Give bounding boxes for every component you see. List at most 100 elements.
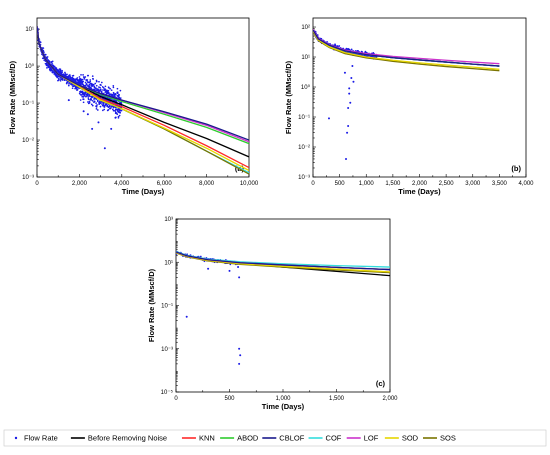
flow-rate-point xyxy=(102,89,104,91)
flow-rate-outlier xyxy=(349,101,352,104)
flow-rate-point xyxy=(98,80,100,83)
y-tick-label: 10⁰ xyxy=(25,63,35,70)
flow-rate-point xyxy=(85,93,88,95)
flow-rate-point xyxy=(347,47,350,50)
x-tick-label: 3,500 xyxy=(492,181,508,187)
legend-item-cof: COF xyxy=(308,434,342,443)
legend-item-before-removing-noise: Before Removing Noise xyxy=(70,434,167,443)
flow-rate-point xyxy=(104,85,107,88)
x-tick-label: 0 xyxy=(174,396,178,402)
y-tick-label: 10⁻¹ xyxy=(161,304,173,310)
flow-rate-point xyxy=(96,88,98,90)
x-tick-label: 1,000 xyxy=(275,396,291,402)
flow-rate-point xyxy=(96,109,99,111)
series-line-cblof xyxy=(37,26,249,141)
flow-rate-point xyxy=(112,91,115,94)
x-tick-label: 0 xyxy=(35,181,39,187)
flow-rate-point xyxy=(71,87,74,90)
flow-rate-point xyxy=(87,102,90,105)
flow-rate-point xyxy=(47,66,50,69)
flow-rate-outlier xyxy=(343,71,346,74)
flow-rate-point xyxy=(87,86,90,88)
flow-rate-point xyxy=(82,74,84,76)
x-tick-label: 2,000 xyxy=(412,181,428,187)
flow-rate-point xyxy=(99,86,101,89)
panel-label: (c) xyxy=(376,379,386,388)
flow-rate-outlier xyxy=(237,266,240,269)
legend-label: Before Removing Noise xyxy=(88,434,167,443)
flow-rate-point xyxy=(116,87,119,90)
flow-rate-point xyxy=(80,78,83,81)
x-tick-label: 2,000 xyxy=(72,181,88,187)
flow-rate-point xyxy=(81,83,84,86)
flow-rate-point xyxy=(106,109,109,112)
flow-rate-outlier xyxy=(110,127,113,130)
flow-rate-point xyxy=(82,101,85,104)
legend-label: CBLOF xyxy=(279,434,304,443)
flow-rate-point xyxy=(78,92,81,95)
flow-rate-point xyxy=(57,75,59,78)
flow-rate-point xyxy=(81,95,84,98)
y-tick-label: 10⁰ xyxy=(301,84,311,91)
flow-rate-point xyxy=(93,100,96,103)
flow-rate-outlier xyxy=(114,116,117,119)
flow-rate-point xyxy=(46,57,48,60)
flow-rate-point xyxy=(78,82,80,85)
y-tick-label: 10⁻³ xyxy=(22,175,34,181)
flow-rate-outlier xyxy=(239,354,242,357)
chart-panel-2: 0 500 1,000 1,500 2,000 2,500 3,000 3,500 4,000 1… xyxy=(284,17,534,196)
flow-rate-point xyxy=(61,71,63,74)
plot-area xyxy=(37,25,249,175)
flow-rate-outlier xyxy=(91,127,94,130)
flow-rate-point xyxy=(46,67,48,69)
flow-rate-point xyxy=(118,96,121,99)
flow-rate-point xyxy=(64,74,67,77)
flow-rate-point xyxy=(106,105,109,108)
flow-rate-point xyxy=(68,82,71,84)
x-tick-label: 1,000 xyxy=(359,181,375,187)
legend-label: Flow Rate xyxy=(24,434,58,443)
flow-rate-point xyxy=(106,91,108,93)
flow-rate-outlier xyxy=(238,362,241,365)
flow-rate-point xyxy=(39,41,42,44)
flow-rate-point xyxy=(116,113,119,116)
flow-rate-outlier xyxy=(185,315,188,318)
flow-rate-point xyxy=(114,93,117,95)
flow-rate-point xyxy=(86,80,89,83)
flow-rate-point xyxy=(42,47,45,49)
flow-rate-point xyxy=(111,108,114,111)
flow-rate-point xyxy=(360,50,363,53)
flow-rate-point xyxy=(69,75,71,78)
y-tick-label: 10³ xyxy=(164,217,173,223)
flow-rate-point xyxy=(87,74,90,77)
flow-rate-point xyxy=(79,91,82,93)
flow-rate-point xyxy=(79,99,82,101)
flow-rate-point xyxy=(83,78,86,80)
flow-rate-outlier xyxy=(348,92,351,95)
flow-rate-point xyxy=(57,77,60,80)
flow-rate-point xyxy=(59,69,62,72)
flow-rate-point xyxy=(109,93,111,96)
flow-rate-point xyxy=(103,108,106,111)
legend-item-knn: KNN xyxy=(181,434,215,443)
flow-rate-point xyxy=(72,74,75,77)
legend: Flow Rate Before Removing Noise KNN ABOD CBL… xyxy=(3,429,547,447)
flow-rate-point xyxy=(114,108,117,111)
x-axis-label: Time (Days) xyxy=(122,187,165,196)
flow-rate-point xyxy=(74,78,77,81)
flow-rate-point xyxy=(95,102,97,104)
flow-rate-point xyxy=(334,44,337,47)
flow-rate-point xyxy=(372,55,375,58)
flow-rate-point xyxy=(64,71,66,74)
flow-rate-point xyxy=(112,106,115,109)
flow-rate-outlier xyxy=(350,76,353,79)
flow-rate-point xyxy=(104,88,106,91)
y-axis-label: Flow Rate (MMscf/D) xyxy=(147,268,156,342)
flow-rate-point xyxy=(57,79,59,82)
flow-rate-point xyxy=(84,76,87,78)
flow-rate-point xyxy=(88,81,91,84)
flow-rate-point xyxy=(54,66,57,69)
flow-rate-point xyxy=(110,89,113,92)
legend-item-lof: LOF xyxy=(346,434,379,443)
flow-rate-point xyxy=(372,52,375,54)
